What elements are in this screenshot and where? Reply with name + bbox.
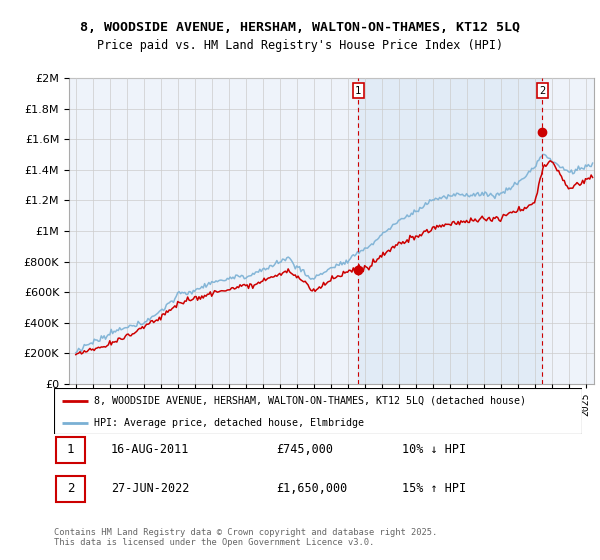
Text: 8, WOODSIDE AVENUE, HERSHAM, WALTON-ON-THAMES, KT12 5LQ (detached house): 8, WOODSIDE AVENUE, HERSHAM, WALTON-ON-T… bbox=[94, 396, 526, 406]
Text: 2: 2 bbox=[539, 86, 545, 96]
Text: Price paid vs. HM Land Registry's House Price Index (HPI): Price paid vs. HM Land Registry's House … bbox=[97, 39, 503, 52]
Bar bbox=[358, 78, 542, 384]
Text: 1: 1 bbox=[355, 86, 361, 96]
Text: HPI: Average price, detached house, Elmbridge: HPI: Average price, detached house, Elmb… bbox=[94, 418, 364, 427]
Text: 2: 2 bbox=[67, 482, 74, 496]
Text: 8, WOODSIDE AVENUE, HERSHAM, WALTON-ON-THAMES, KT12 5LQ: 8, WOODSIDE AVENUE, HERSHAM, WALTON-ON-T… bbox=[80, 21, 520, 34]
Text: 16-AUG-2011: 16-AUG-2011 bbox=[111, 443, 190, 456]
Bar bbox=[56, 476, 85, 502]
Text: 27-JUN-2022: 27-JUN-2022 bbox=[111, 482, 190, 496]
Text: £745,000: £745,000 bbox=[276, 443, 333, 456]
Text: 15% ↑ HPI: 15% ↑ HPI bbox=[402, 482, 466, 496]
Text: 10% ↓ HPI: 10% ↓ HPI bbox=[402, 443, 466, 456]
Bar bbox=[56, 437, 85, 463]
Text: 1: 1 bbox=[67, 443, 74, 456]
Text: Contains HM Land Registry data © Crown copyright and database right 2025.
This d: Contains HM Land Registry data © Crown c… bbox=[54, 528, 437, 547]
Text: £1,650,000: £1,650,000 bbox=[276, 482, 347, 496]
